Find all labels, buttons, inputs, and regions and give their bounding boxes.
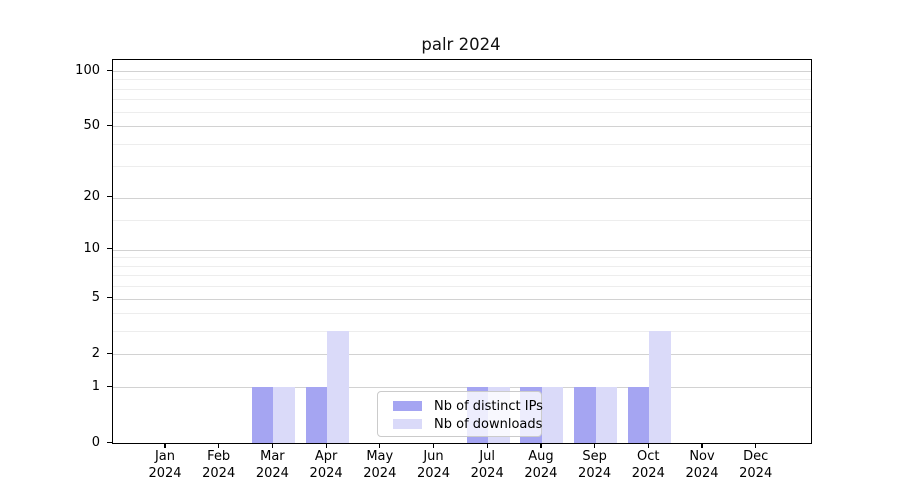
gridline-minor: [113, 166, 811, 168]
gridline-major: [113, 298, 811, 300]
y-axis-tick-label: 0: [91, 434, 100, 450]
y-tick-mark: [106, 352, 112, 355]
x-tick-mark: [325, 443, 327, 449]
x-axis-tick-label: Apr 2024: [309, 449, 343, 481]
x-tick-mark: [271, 443, 274, 449]
x-axis-tick-label: Jan 2024: [148, 449, 182, 481]
y-tick-mark: [106, 69, 112, 71]
y-axis-tick-label: 50: [83, 117, 100, 133]
x-axis-tick-label: Oct 2024: [631, 449, 665, 481]
x-axis-tick-label: Nov 2024: [685, 449, 719, 481]
y-axis-tick-label: 100: [75, 62, 100, 78]
bar-distinct-ips: [574, 387, 596, 443]
y-tick-mark: [106, 196, 112, 198]
gridline-minor: [113, 275, 811, 277]
x-tick-mark: [755, 443, 757, 449]
x-tick-mark: [164, 443, 166, 449]
gridline-minor: [113, 79, 811, 81]
x-tick-mark: [432, 443, 435, 449]
gridline-minor: [113, 331, 811, 333]
legend-label-downloads: Nb of downloads: [434, 416, 543, 432]
x-axis-tick-label: Feb 2024: [202, 449, 236, 481]
gridline-minor: [113, 88, 811, 90]
y-axis-tick-label: 20: [83, 189, 100, 205]
x-axis-tick-label: Dec 2024: [739, 449, 773, 481]
gridline-minor: [113, 265, 811, 267]
gridline-minor: [113, 257, 811, 259]
bar-downloads: [273, 387, 295, 443]
x-tick-mark: [594, 443, 596, 449]
y-tick-mark: [106, 385, 112, 387]
gridline-minor: [113, 286, 811, 288]
bar-downloads: [327, 331, 349, 443]
x-axis-tick-label: Aug 2024: [524, 449, 558, 481]
bar-downloads: [541, 387, 564, 443]
x-axis-tick-label: Sep 2024: [578, 449, 612, 481]
y-axis-tick-label: 1: [91, 378, 100, 394]
x-tick-mark: [486, 443, 488, 449]
gridline-minor: [113, 143, 811, 145]
x-tick-mark: [647, 443, 649, 449]
bar-downloads: [595, 387, 618, 443]
gridline-minor: [113, 99, 811, 101]
gridline-major: [113, 354, 811, 356]
bar-distinct-ips: [251, 387, 274, 443]
legend-item-distinct-ips: Nb of distinct IPs: [393, 397, 543, 415]
legend-label-distinct-ips: Nb of distinct IPs: [434, 398, 543, 414]
x-axis-tick-label: Mar 2024: [255, 449, 289, 481]
gridline-major: [113, 249, 811, 251]
gridline-major: [113, 387, 811, 389]
y-axis-tick-label: 10: [83, 241, 100, 257]
y-axis-tick-label: 2: [91, 345, 100, 361]
y-tick-mark: [106, 441, 112, 443]
legend-item-downloads: Nb of downloads: [393, 415, 543, 433]
chart-title: palr 2024: [421, 35, 501, 54]
x-axis-tick-label: May 2024: [363, 449, 397, 481]
y-tick-mark: [106, 297, 112, 299]
x-tick-mark: [379, 443, 381, 449]
gridline-minor: [113, 313, 811, 315]
gridline-major: [113, 126, 811, 128]
gridline-minor: [113, 219, 811, 221]
bar-distinct-ips: [305, 387, 328, 443]
x-tick-mark: [701, 443, 703, 449]
legend-swatch-downloads: [393, 419, 422, 429]
gridline-major: [113, 71, 811, 72]
y-tick-mark: [106, 248, 112, 250]
legend: Nb of distinct IPs Nb of downloads: [377, 391, 543, 437]
y-axis-tick-label: 5: [91, 290, 100, 306]
x-tick-mark: [540, 443, 542, 449]
legend-swatch-distinct-ips: [393, 401, 422, 411]
bar-downloads: [649, 331, 671, 443]
bar-distinct-ips: [627, 387, 650, 443]
x-axis-tick-label: Jun 2024: [416, 449, 451, 481]
x-tick-mark: [218, 443, 220, 449]
y-tick-mark: [106, 124, 112, 126]
x-axis-tick-label: Jul 2024: [470, 449, 504, 481]
plot-area: [112, 59, 812, 444]
gridline-major: [113, 197, 811, 199]
gridline-minor: [113, 111, 811, 113]
